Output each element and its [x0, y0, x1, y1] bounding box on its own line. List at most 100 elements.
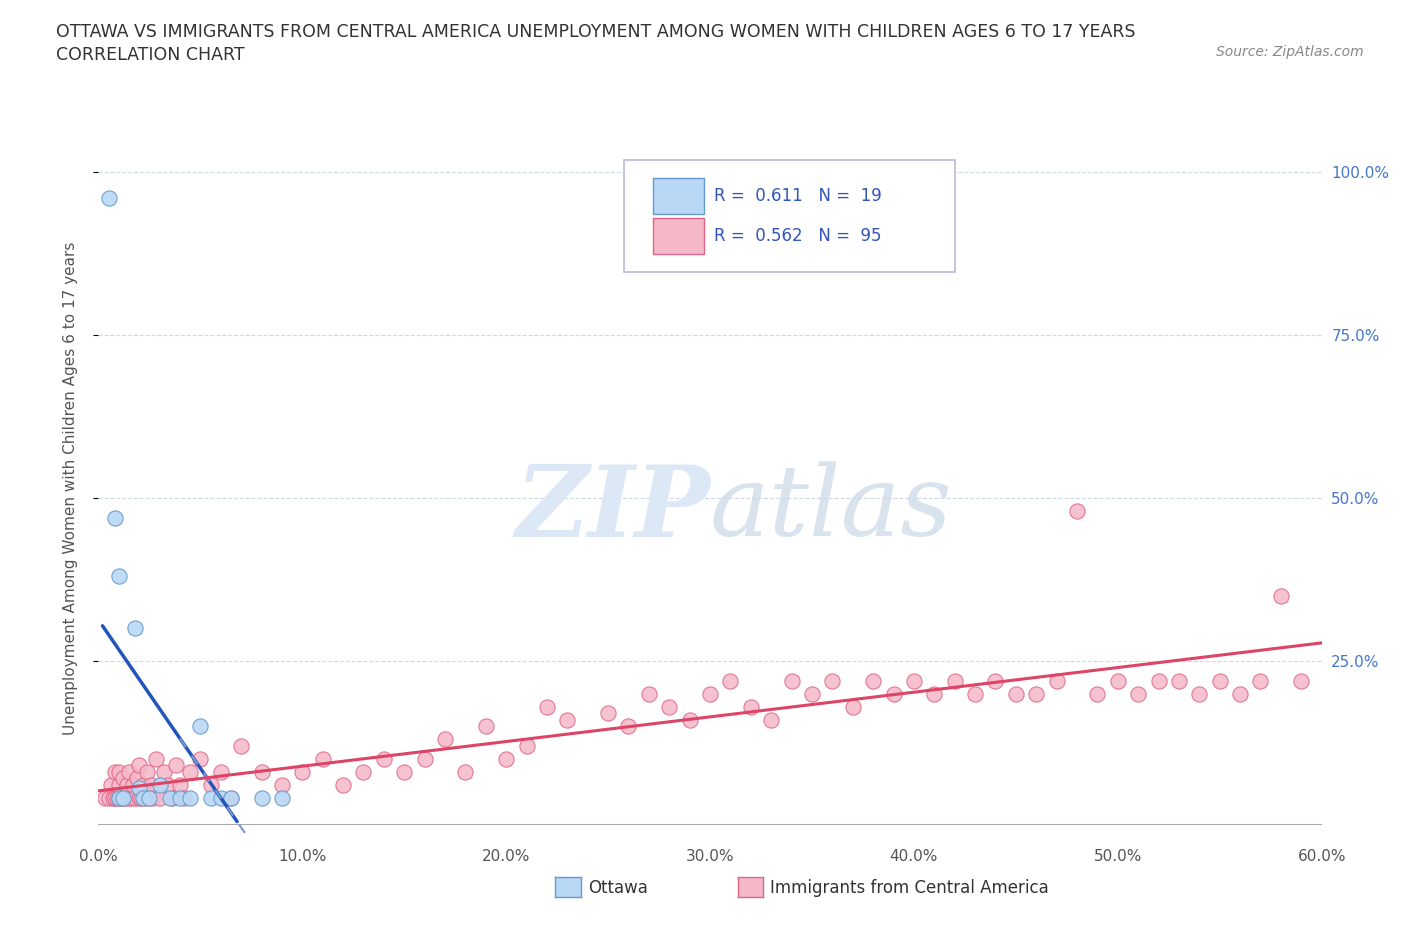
Point: [128, 758, 150, 773]
Point: [332, 777, 354, 792]
Text: R =  0.562   N =  95: R = 0.562 N = 95: [714, 227, 882, 245]
Point: [1167, 673, 1189, 688]
Point: [250, 790, 273, 805]
Point: [111, 771, 134, 786]
Point: [965, 686, 987, 701]
Point: [984, 673, 1007, 688]
Point: [124, 790, 146, 805]
Point: [1025, 686, 1047, 701]
Point: [132, 790, 155, 805]
Point: [111, 790, 134, 805]
Point: [658, 699, 681, 714]
Point: [111, 790, 134, 805]
Point: [536, 699, 558, 714]
Point: [679, 712, 702, 727]
Point: [761, 712, 783, 727]
Point: [617, 719, 640, 734]
Point: [1147, 673, 1170, 688]
Point: [434, 732, 457, 747]
Point: [392, 764, 416, 779]
Text: CORRELATION CHART: CORRELATION CHART: [56, 46, 245, 64]
Point: [120, 790, 142, 805]
Point: [231, 738, 253, 753]
Point: [903, 673, 925, 688]
Point: [114, 790, 136, 805]
Point: [454, 764, 477, 779]
Text: atlas: atlas: [710, 461, 953, 557]
Point: [145, 751, 167, 766]
Point: [219, 790, 242, 805]
Point: [1249, 673, 1271, 688]
Point: [104, 790, 127, 805]
Point: [699, 686, 721, 701]
Point: [557, 712, 579, 727]
Point: [108, 569, 131, 584]
Point: [209, 790, 232, 805]
Point: [1128, 686, 1150, 701]
Point: [152, 764, 174, 779]
Point: [159, 790, 181, 805]
Point: [118, 764, 141, 779]
Point: [100, 777, 122, 792]
Text: Source: ZipAtlas.com: Source: ZipAtlas.com: [1216, 45, 1364, 59]
Text: OTTAWA VS IMMIGRANTS FROM CENTRAL AMERICA UNEMPLOYMENT AMONG WOMEN WITH CHILDREN: OTTAWA VS IMMIGRANTS FROM CENTRAL AMERIC…: [56, 23, 1136, 41]
Point: [943, 673, 966, 688]
Point: [122, 777, 145, 792]
Point: [598, 706, 620, 721]
Point: [200, 790, 222, 805]
Point: [165, 758, 187, 773]
Point: [127, 771, 149, 786]
Point: [291, 764, 314, 779]
Point: [108, 764, 131, 779]
Point: [1066, 504, 1088, 519]
Point: [179, 764, 201, 779]
Point: [638, 686, 661, 701]
Point: [1229, 686, 1251, 701]
Text: Ottawa: Ottawa: [588, 879, 648, 897]
Point: [200, 777, 222, 792]
Point: [93, 790, 115, 805]
Point: [1270, 589, 1292, 604]
Point: [128, 790, 150, 805]
Point: [142, 790, 165, 805]
Point: [1209, 673, 1232, 688]
Text: R =  0.611   N =  19: R = 0.611 N = 19: [714, 187, 882, 205]
Point: [149, 790, 172, 805]
Point: [1045, 673, 1069, 688]
Point: [209, 764, 232, 779]
Point: [740, 699, 762, 714]
Point: [128, 780, 150, 795]
Point: [780, 673, 803, 688]
Point: [124, 621, 146, 636]
Text: Immigrants from Central America: Immigrants from Central America: [770, 879, 1049, 897]
Point: [136, 764, 159, 779]
FancyBboxPatch shape: [652, 178, 704, 214]
Point: [108, 777, 131, 792]
Point: [104, 511, 127, 525]
Point: [922, 686, 945, 701]
Point: [1291, 673, 1313, 688]
Point: [862, 673, 884, 688]
Point: [312, 751, 335, 766]
Point: [108, 790, 131, 805]
Point: [495, 751, 517, 766]
Point: [169, 790, 191, 805]
Point: [115, 777, 138, 792]
Point: [179, 790, 201, 805]
Point: [129, 790, 152, 805]
Point: [118, 790, 141, 805]
FancyBboxPatch shape: [624, 161, 955, 272]
Point: [1004, 686, 1026, 701]
Point: [352, 764, 374, 779]
Text: ZIP: ZIP: [515, 461, 710, 557]
Point: [516, 738, 538, 753]
Y-axis label: Unemployment Among Women with Children Ages 6 to 17 years: Unemployment Among Women with Children A…: [63, 242, 77, 735]
Point: [474, 719, 498, 734]
Point: [101, 790, 124, 805]
Point: [219, 790, 242, 805]
Point: [1085, 686, 1108, 701]
Point: [821, 673, 844, 688]
Point: [156, 777, 179, 792]
Point: [138, 790, 160, 805]
Point: [97, 191, 120, 206]
